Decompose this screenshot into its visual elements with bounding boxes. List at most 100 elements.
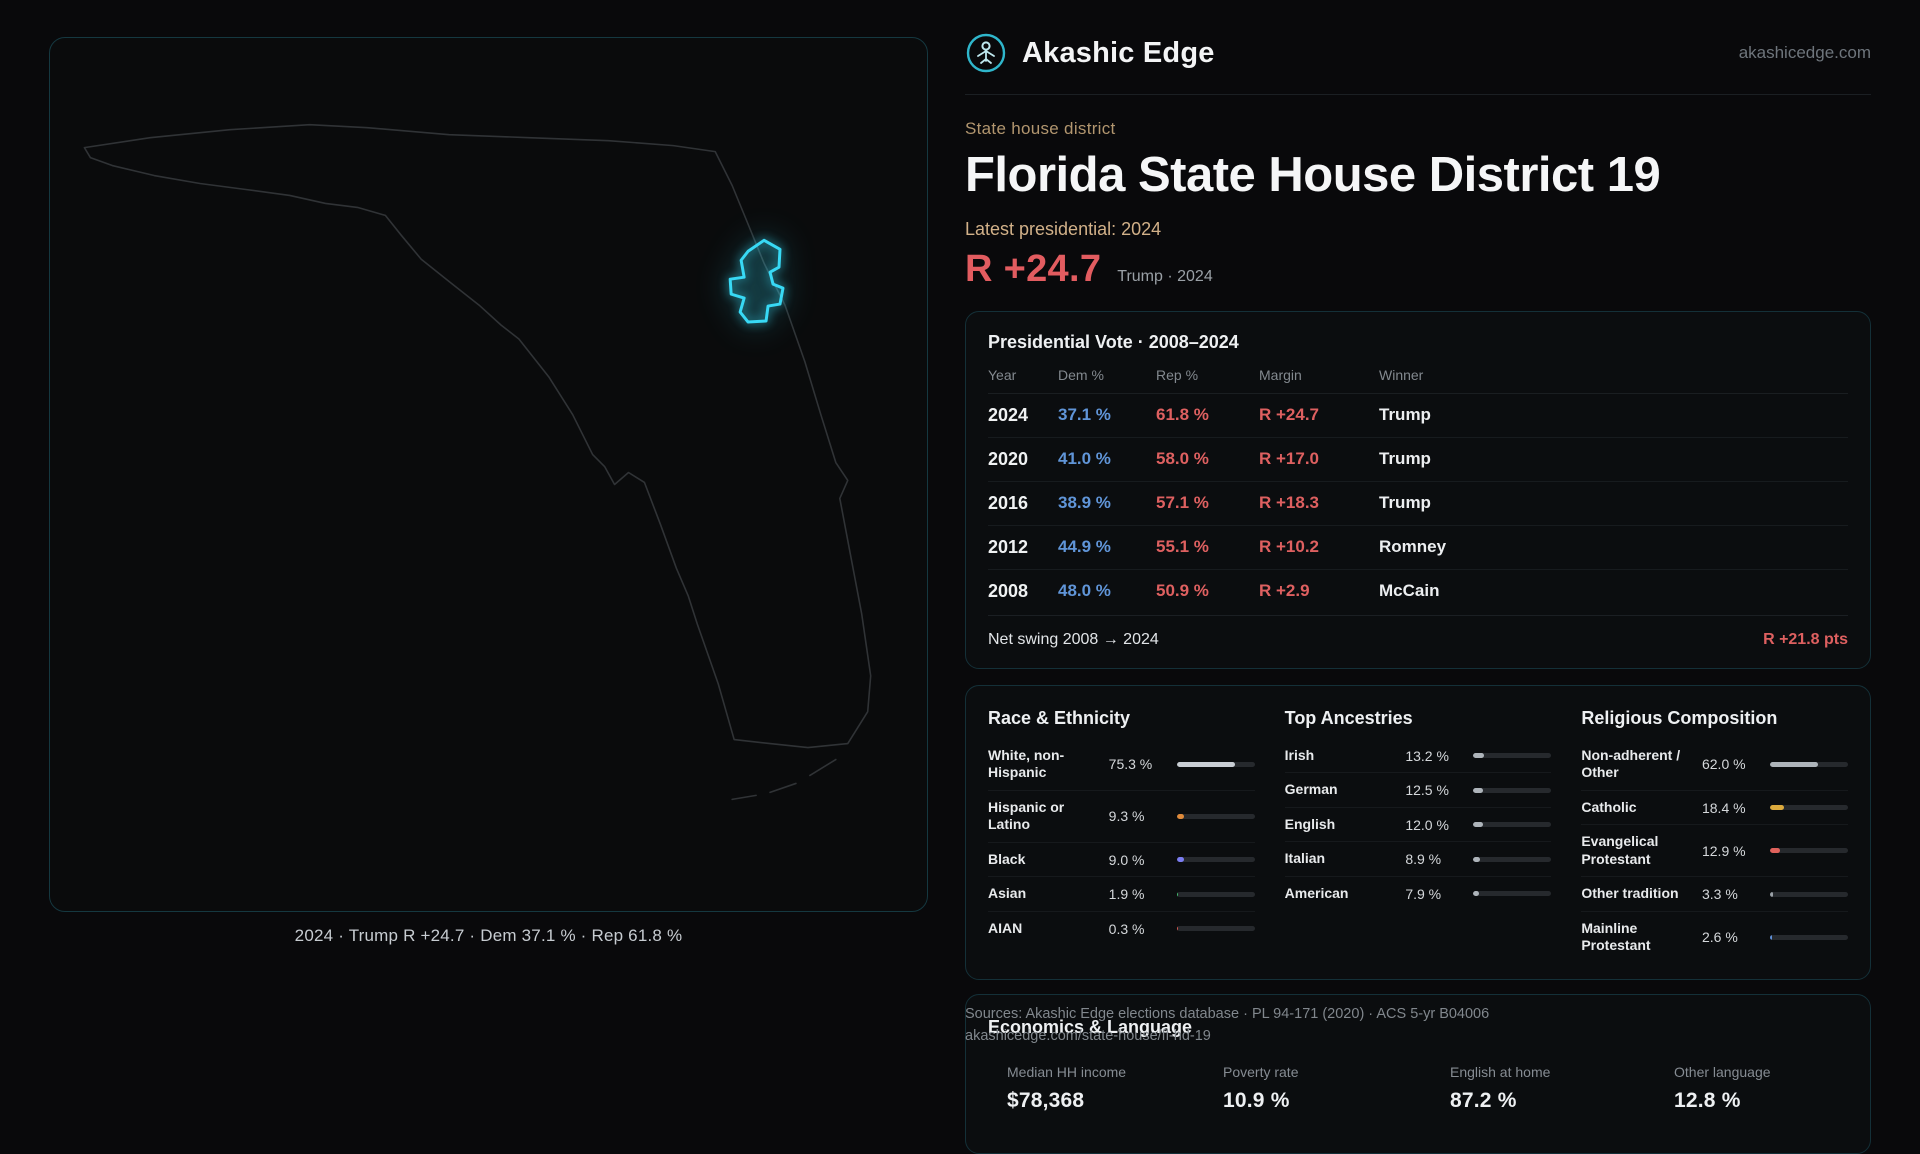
bar-fill (1176, 857, 1184, 863)
net-swing-row: Net swing 2008 → 2024 R +21.8 pts (988, 614, 1848, 668)
demo-value: 18.4 % (1701, 799, 1746, 816)
bar-track (1473, 856, 1552, 862)
bar-fill (1176, 926, 1179, 932)
bar-track (1176, 857, 1255, 863)
cell-rep: 57.1 % (1156, 493, 1209, 513)
bar-fill (1769, 761, 1819, 767)
akashic-edge-logo-icon (966, 33, 1006, 73)
sources-permalink[interactable]: akashicedge.com/state-house/fl-hd-19 (965, 1027, 1211, 1044)
bar-fill (1176, 813, 1184, 819)
bar-fill (1473, 891, 1480, 897)
demo-row: Other tradition 3.3 % (1581, 877, 1848, 912)
demo-label: Italian (1284, 850, 1326, 867)
cell-dem: 44.9 % (1058, 537, 1111, 557)
bar-track (1473, 787, 1552, 793)
demo-value: 0.3 % (1108, 920, 1145, 937)
district-19-shape[interactable] (728, 238, 785, 324)
florida-outline (83, 123, 872, 749)
bar-track (1769, 891, 1848, 897)
demo-value: 62.0 % (1701, 756, 1746, 773)
bar-track (1473, 891, 1552, 897)
bar-track (1473, 822, 1552, 828)
demo-label: Non-adherent / Other (1581, 746, 1681, 781)
stat-other-language: Other language 12.8 % (1674, 1064, 1848, 1113)
sources-note: Sources: Akashic Edge elections database… (965, 1004, 1489, 1048)
headline-margin-value: R +24.7 (965, 247, 1102, 290)
headline-margin-sub: Trump · 2024 (1117, 267, 1213, 285)
ancestries-title: Top Ancestries (1284, 707, 1413, 728)
cell-dem: 41.0 % (1058, 449, 1111, 469)
col-rep: Rep % (1156, 366, 1199, 383)
demo-label: Evangelical Protestant (1581, 833, 1659, 867)
cell-year: 2008 (988, 580, 1029, 601)
stat-value: 12.8 % (1674, 1088, 1741, 1112)
demographics-card: Race & Ethnicity White, non-Hispanic 75.… (965, 684, 1871, 980)
bar-fill (1176, 891, 1179, 897)
presidential-vote-card: Presidential Vote · 2008–2024 Year Dem %… (965, 310, 1871, 669)
district-map-panel (49, 37, 928, 912)
stat-label: Poverty rate (1223, 1063, 1299, 1080)
cell-rep: 61.8 % (1156, 405, 1209, 425)
latest-presidential-label: Latest presidential: 2024 (965, 218, 1162, 239)
demo-row: Irish 13.2 % (1284, 739, 1552, 774)
demo-value: 12.0 % (1405, 816, 1449, 833)
demo-label: Hispanic or Latino (988, 798, 1065, 833)
bar-fill (1769, 848, 1781, 854)
bar-track (1176, 813, 1255, 819)
cell-rep: 50.9 % (1156, 581, 1209, 601)
demo-label: Irish (1284, 746, 1315, 763)
demo-value: 12.9 % (1701, 842, 1746, 859)
cell-margin: R +10.2 (1259, 537, 1320, 557)
race-ethnicity-column: Race & Ethnicity White, non-Hispanic 75.… (988, 708, 1255, 963)
demo-label: Other tradition (1581, 885, 1679, 902)
demo-value: 13.2 % (1405, 747, 1449, 764)
cell-dem: 48.0 % (1058, 581, 1111, 601)
stat-median-income: Median HH income $78,368 (1007, 1064, 1223, 1113)
net-swing-label: Net swing 2008 → 2024 (988, 630, 1159, 648)
demo-row: English 12.0 % (1284, 808, 1552, 843)
demo-label: American (1284, 884, 1349, 901)
bar-fill (1769, 891, 1773, 897)
bar-fill (1769, 934, 1772, 940)
site-header: Akashic Edge akashicedge.com (965, 0, 1871, 95)
demo-value: 2.6 % (1701, 929, 1738, 946)
stat-value: 10.9 % (1223, 1088, 1290, 1112)
cell-winner: McCain (1379, 581, 1440, 601)
race-title: Race & Ethnicity (988, 707, 1131, 728)
cell-year: 2024 (988, 404, 1029, 425)
bar-fill (1176, 761, 1236, 767)
cell-rep: 58.0 % (1156, 449, 1209, 469)
cell-winner: Trump (1379, 493, 1431, 513)
demo-row: AIAN 0.3 % (988, 912, 1255, 946)
cell-margin: R +18.3 (1259, 493, 1320, 513)
cell-dem: 38.9 % (1058, 493, 1111, 513)
demo-label: Catholic (1581, 798, 1637, 815)
table-row: 2016 38.9 % 57.1 % R +18.3 Trump (988, 482, 1848, 526)
stat-label: Other language (1674, 1063, 1771, 1080)
demo-value: 75.3 % (1108, 756, 1153, 773)
economics-card-title: Economics & Language (988, 1016, 1193, 1037)
col-dem: Dem % (1058, 366, 1104, 383)
demo-row: White, non-Hispanic 75.3 % (988, 739, 1255, 791)
table-row: 2012 44.9 % 55.1 % R +10.2 Romney (988, 526, 1848, 570)
cell-winner: Romney (1379, 537, 1447, 557)
demo-value: 1.9 % (1108, 886, 1145, 903)
bar-track (1769, 934, 1848, 940)
presidential-card-title: Presidential Vote · 2008–2024 (988, 331, 1239, 352)
col-year: Year (988, 366, 1017, 383)
table-row: 2008 48.0 % 50.9 % R +2.9 McCain (988, 570, 1848, 613)
demo-value: 8.9 % (1405, 851, 1442, 868)
demo-value: 7.9 % (1405, 885, 1442, 902)
bar-fill (1473, 822, 1483, 828)
brand-domain-link[interactable]: akashicedge.com (1738, 43, 1871, 62)
demo-label: English (1284, 815, 1336, 832)
religion-column: Religious Composition Non-adherent / Oth… (1581, 708, 1848, 963)
bar-track (1473, 753, 1552, 759)
col-margin: Margin (1259, 366, 1302, 383)
demo-label: White, non-Hispanic (988, 746, 1065, 781)
stat-value: 87.2 % (1450, 1088, 1517, 1112)
demo-row: Italian 8.9 % (1284, 842, 1552, 877)
cell-winner: Trump (1379, 449, 1431, 469)
demo-row: Catholic 18.4 % (1581, 791, 1848, 826)
net-swing-value: R +21.8 pts (1763, 630, 1848, 648)
